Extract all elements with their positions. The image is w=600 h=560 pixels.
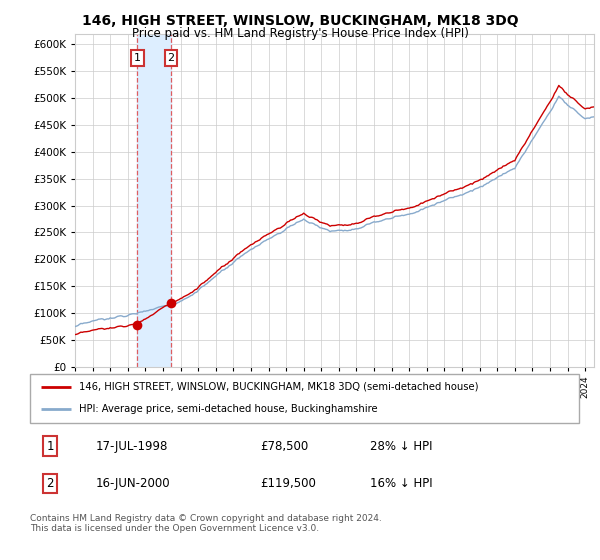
Text: HPI: Average price, semi-detached house, Buckinghamshire: HPI: Average price, semi-detached house,… [79, 404, 378, 414]
Text: £119,500: £119,500 [260, 477, 316, 490]
Bar [137, 34, 171, 367]
Text: 1: 1 [134, 53, 141, 63]
Text: Price paid vs. HM Land Registry's House Price Index (HPI): Price paid vs. HM Land Registry's House … [131, 27, 469, 40]
Text: 2: 2 [167, 53, 175, 63]
Text: 17-JUL-1998: 17-JUL-1998 [96, 440, 168, 453]
Text: 146, HIGH STREET, WINSLOW, BUCKINGHAM, MK18 3DQ: 146, HIGH STREET, WINSLOW, BUCKINGHAM, M… [82, 14, 518, 28]
Text: £78,500: £78,500 [260, 440, 309, 453]
Text: 16-JUN-2000: 16-JUN-2000 [96, 477, 170, 490]
Text: Contains HM Land Registry data © Crown copyright and database right 2024.
This d: Contains HM Land Registry data © Crown c… [30, 514, 382, 534]
Text: 16% ↓ HPI: 16% ↓ HPI [370, 477, 433, 490]
Text: 28% ↓ HPI: 28% ↓ HPI [370, 440, 433, 453]
Text: 146, HIGH STREET, WINSLOW, BUCKINGHAM, MK18 3DQ (semi-detached house): 146, HIGH STREET, WINSLOW, BUCKINGHAM, M… [79, 382, 479, 392]
Text: 1: 1 [46, 440, 54, 453]
Text: 2: 2 [46, 477, 54, 490]
